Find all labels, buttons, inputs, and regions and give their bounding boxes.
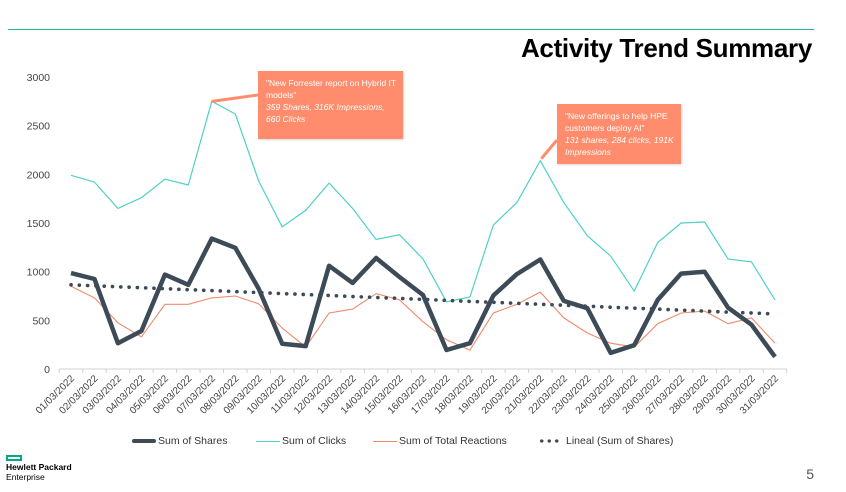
- legend-label: Sum of Shares: [158, 435, 228, 447]
- y-tick-label: 1500: [27, 218, 51, 230]
- y-tick-label: 3000: [27, 72, 51, 84]
- series-clicks: [70, 100, 776, 303]
- y-tick-label: 0: [44, 364, 50, 376]
- series-line-trend: [69, 282, 777, 316]
- series-layer: [69, 100, 777, 359]
- y-tick-label: 2000: [27, 169, 51, 181]
- legend-label: Sum of Total Reactions: [399, 435, 507, 447]
- legend-swatch-shares: [132, 439, 156, 443]
- x-axis: 01/03/202202/03/202203/03/202204/03/2022…: [34, 368, 788, 417]
- logo-line2: Enterprise: [6, 472, 45, 482]
- page-title: Activity Trend Summary: [520, 33, 812, 63]
- logo-line1: Hewlett Packard: [6, 462, 72, 472]
- callout-leaders: [211, 93, 559, 160]
- series-line-clicks: [70, 100, 776, 303]
- y-tick-label: 2500: [27, 121, 51, 133]
- callout-stats: 131 shares, 284 clicks, 191K Impressions: [565, 135, 674, 157]
- legend-item-reactions: Sum of Total Reactions: [373, 433, 507, 449]
- chart-legend: Sum of Shares Sum of Clicks Sum of Total…: [0, 433, 846, 449]
- legend-item-shares: Sum of Shares: [132, 433, 227, 449]
- y-tick-label: 500: [32, 315, 50, 327]
- y-axis: 0 500 1000 1500 2000 2500 3000: [27, 72, 51, 376]
- legend-label: Lineal (Sum of Shares): [566, 435, 674, 447]
- legend-item-trend: Lineal (Sum of Shares): [538, 433, 673, 449]
- series-reactions: [70, 285, 776, 351]
- legend-swatch-clicks: [256, 440, 280, 442]
- callout-forrester-report: "New Forrester report on Hybrid IT model…: [258, 71, 403, 139]
- hpe-logo-mark-icon: [6, 455, 22, 461]
- callout-leader-line: [211, 93, 259, 103]
- callout-stats: 359 Shares, 316K Impressions, 660 Clicks: [266, 102, 385, 124]
- y-tick-label: 1000: [27, 267, 51, 279]
- callout-leader-line: [540, 139, 559, 160]
- legend-swatch-trend: [538, 439, 560, 443]
- callout-quote: "New offerings to help HPE customers dep…: [565, 111, 668, 133]
- series-line-shares: [70, 236, 777, 359]
- series-shares: [70, 236, 777, 359]
- hpe-logo: Hewlett Packard Enterprise: [6, 455, 72, 482]
- legend-swatch-reactions: [373, 440, 397, 442]
- legend-label: Sum of Clicks: [282, 435, 347, 447]
- series-line-reactions: [70, 285, 776, 351]
- callout-ai-offerings: "New offerings to help HPE customers dep…: [557, 104, 681, 164]
- top-divider: [8, 29, 814, 30]
- callout-quote: "New Forrester report on Hybrid IT model…: [266, 78, 396, 100]
- series-trend: [69, 282, 777, 316]
- page-number: 5: [806, 466, 814, 482]
- legend-item-clicks: Sum of Clicks: [256, 433, 346, 449]
